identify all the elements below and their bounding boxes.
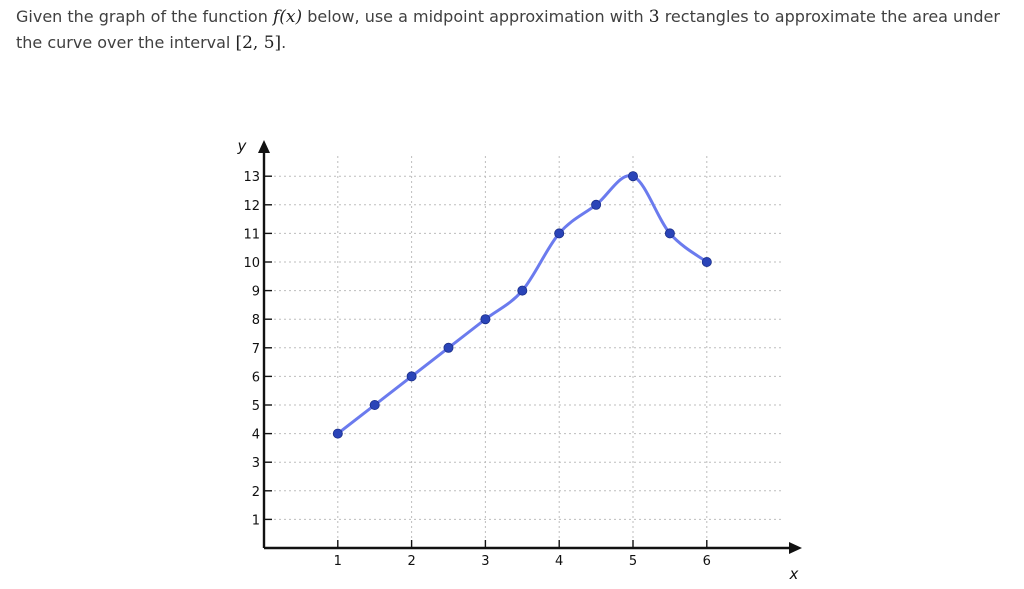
y-tick-label: 13 — [243, 170, 260, 185]
y-tick-label: 1 — [252, 513, 260, 528]
function-curve — [336, 174, 709, 436]
y-tick-label: 5 — [252, 399, 260, 414]
x-tick-label: 2 — [407, 554, 415, 569]
y-tick-label: 9 — [252, 285, 260, 300]
x-axis-label: x — [789, 565, 799, 583]
x-tick-label: 4 — [555, 554, 563, 569]
x-tick-label: 1 — [334, 554, 342, 569]
x-axis-arrow-icon — [789, 542, 802, 554]
x-tick-label: 6 — [703, 554, 711, 569]
y-tick-label: 3 — [252, 456, 260, 471]
x-tick-label: 5 — [629, 554, 637, 569]
points — [332, 171, 712, 439]
y-tick-label: 7 — [252, 342, 260, 357]
data-point-10 — [701, 256, 712, 267]
data-point-3 — [443, 342, 454, 353]
y-tick-label: 11 — [243, 227, 260, 242]
data-point-9 — [664, 228, 675, 239]
data-point-6 — [554, 228, 565, 239]
question-part-4: . — [281, 33, 287, 52]
data-point-8 — [628, 171, 639, 182]
y-tick-label: 10 — [243, 256, 260, 271]
data-point-2 — [406, 371, 417, 382]
rectangle-count: 3 — [648, 7, 660, 27]
data-point-4 — [480, 314, 491, 325]
interval: [2, 5] — [235, 33, 282, 53]
question-part-1: Given the graph of the function — [16, 7, 273, 26]
grid — [264, 153, 782, 548]
curve-layer — [336, 174, 709, 436]
function-name: f(x) — [272, 7, 303, 27]
y-tick-label: 2 — [252, 485, 260, 500]
x-tick-label: 3 — [481, 554, 489, 569]
y-tick-label: 8 — [252, 313, 260, 328]
data-point-0 — [332, 428, 343, 439]
data-point-7 — [591, 199, 602, 210]
question-part-2: below, use a midpoint approximation with — [302, 7, 649, 26]
y-tick-label: 6 — [252, 370, 260, 385]
question-text: Given the graph of the function f(x) bel… — [16, 4, 1016, 56]
question-part-3: rectangles to approximate the area under… — [16, 7, 1000, 52]
y-axis-label: y — [237, 137, 248, 155]
y-axis-arrow-icon — [258, 140, 270, 153]
y-tick-label: 4 — [252, 428, 260, 443]
y-tick-label: 12 — [243, 199, 260, 214]
data-point-1 — [369, 399, 380, 410]
data-point-5 — [517, 285, 528, 296]
